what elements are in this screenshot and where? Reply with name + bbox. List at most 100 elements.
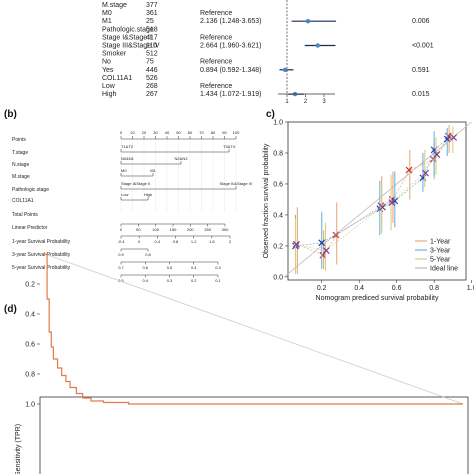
- linear-predictor-tick-label: 2: [229, 239, 232, 244]
- forest-row-label: M.stage: [102, 2, 127, 9]
- forest-tick-label: 2: [304, 99, 308, 105]
- survival-3yr-tick-label: 0.7: [118, 265, 124, 270]
- forest-row-n: 512: [146, 51, 158, 58]
- nstage-label: N2&N3: [175, 156, 189, 161]
- points-tick-label: 80: [211, 130, 216, 135]
- total-points-tick-label: 300: [222, 227, 229, 232]
- calib-cross: [443, 135, 451, 143]
- calib-ytick-label: 0.4: [273, 212, 283, 219]
- linear-predictor-tick-label: 0.8: [173, 239, 179, 244]
- calib-cross: [292, 240, 300, 248]
- roc-curve: 1.0 0.8 0.6 0.4 0.2 Sensitivity (TPR): [15, 253, 469, 474]
- survival-5yr-tick-label: 0.2: [191, 278, 197, 283]
- survival-5yr-tick-label: 0.1: [215, 278, 221, 283]
- points-tick-label: 100: [233, 130, 240, 135]
- forest-row-label: No: [102, 59, 111, 66]
- calib-series-line: [295, 137, 454, 251]
- linear-predictor-tick-label: 1.6: [209, 239, 215, 244]
- survival-3yr-tick-label: 0.4: [191, 265, 197, 270]
- forest-row-n: 25: [146, 18, 154, 25]
- points-tick-label: 20: [142, 130, 147, 135]
- forest-row-hr: Reference: [200, 34, 232, 41]
- forest-row-p: 0.015: [412, 91, 430, 98]
- panel-b-label: (b): [4, 109, 17, 120]
- mstage-label: M0: [121, 168, 127, 173]
- points-tick-label: 40: [165, 130, 170, 135]
- forest-row-p: 0.006: [412, 18, 430, 25]
- points-tick-label: 50: [176, 130, 181, 135]
- calib-ytick-label: 1.0: [273, 120, 283, 127]
- panel-d-label: (d): [4, 304, 17, 315]
- forest-row-hr: Reference: [200, 59, 232, 66]
- total-points-tick-label: 50: [136, 227, 141, 232]
- forest-row-label: Yes: [102, 67, 114, 74]
- calib-xtick-label: 0.6: [392, 285, 402, 292]
- calib-cross: [450, 134, 458, 141]
- calib-ytick-label: 0.6: [273, 181, 283, 188]
- total-points-tick-label: 150: [170, 227, 177, 232]
- calib-cross: [379, 203, 386, 211]
- nomogram-row-label: T.stage: [12, 150, 28, 156]
- calib-cross: [388, 199, 396, 206]
- col11a1-label: Low: [121, 192, 128, 197]
- total-points-tick-label: 250: [204, 227, 211, 232]
- forest-row-hr: 2.136 (1.248-3.653): [200, 18, 262, 25]
- survival-5yr-tick-label: 0.5: [118, 278, 124, 283]
- calib-cross: [319, 251, 327, 259]
- survival-5yr-tick-label: 0.3: [167, 278, 173, 283]
- calib-xtick-label: 0.8: [429, 285, 439, 292]
- forest-row-n: 361: [146, 10, 158, 17]
- forest-row-p: <0.001: [412, 43, 434, 50]
- calib-xtick-label: 1.0: [467, 285, 474, 292]
- calib-ytick-label: 0.2: [273, 243, 283, 250]
- survival-1yr-tick-label: 0.8: [145, 252, 151, 257]
- forest-row-hr: 2.664 (1.960-3.621): [200, 43, 262, 50]
- forest-row-n: 267: [146, 91, 158, 98]
- survival-1yr-tick-label: 0.9: [118, 252, 124, 257]
- calib-xtick-label: 0.4: [354, 285, 364, 292]
- survival-3yr-tick-label: 0.5: [167, 265, 173, 270]
- points-tick-label: 30: [153, 130, 158, 135]
- forest-row-n: 526: [146, 75, 158, 82]
- forest-row-label: Smoker: [102, 51, 127, 58]
- forest-tick-label: 3: [322, 99, 326, 105]
- pstage-label: Stage I&Stage II: [121, 181, 150, 186]
- forest-row-hr: Reference: [200, 10, 232, 17]
- calib-xtick-label: 0.2: [317, 285, 327, 292]
- forest-row-label: Stage I&Stage II: [102, 34, 153, 41]
- nomogram: Points T.stage N.stage M.stage Pathologic.st…: [12, 130, 253, 283]
- roc-diagonal: [44, 253, 464, 405]
- points-tick-label: 70: [199, 130, 204, 135]
- forest-row-label: M0: [102, 10, 112, 17]
- roc-curve-line: [45, 253, 463, 405]
- forest-tick-label: 1: [285, 99, 289, 105]
- survival-3yr-tick-label: 0.3: [215, 265, 221, 270]
- roc-frame: [39, 396, 469, 474]
- linear-predictor-tick-label: 0: [138, 239, 141, 244]
- roc-ytick-label: 0.8: [25, 372, 35, 379]
- forest-row-hr: Reference: [200, 83, 232, 90]
- nstage-label: N0&N1: [121, 156, 135, 161]
- forest-row-hr: 1.434 (1.072-1.919): [200, 91, 262, 98]
- forest-row-n: 518: [146, 26, 158, 33]
- total-points-tick-label: 200: [187, 227, 194, 232]
- points-tick-label: 60: [188, 130, 193, 135]
- nomogram-row-label: N.stage: [12, 162, 29, 168]
- tstage-label: T1&T2: [121, 144, 134, 149]
- forest-row-label: Stage III&Stage IV: [102, 43, 160, 50]
- roc-ytick-label: 1.0: [25, 402, 35, 409]
- forest-row-n: 75: [146, 59, 154, 66]
- nomogram-row-label: COL11A1: [12, 198, 34, 204]
- total-points-tick-label: 100: [152, 227, 159, 232]
- forest-row-n: 446: [146, 67, 158, 74]
- calib-cross: [332, 231, 340, 239]
- mstage-label: M1: [150, 168, 156, 173]
- calib-legend-label: Ideal line: [430, 266, 458, 273]
- roc-ytick-label: 0.2: [25, 282, 35, 289]
- linear-predictor-tick-label: 0.4: [155, 239, 161, 244]
- nomogram-row-label: Linear Predictor: [12, 225, 48, 231]
- forest-row-n: 417: [146, 34, 158, 41]
- calib-ylabel: Observed fraction survival probability: [263, 143, 270, 258]
- forest-row-hr: 0.894 (0.592-1.348): [200, 67, 262, 74]
- forest-point: [305, 19, 311, 24]
